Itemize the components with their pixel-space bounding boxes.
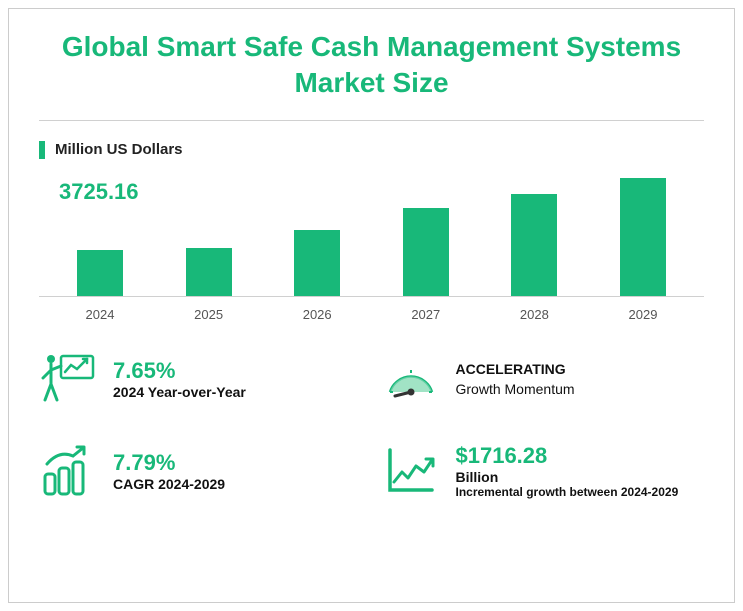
gauge-icon xyxy=(382,350,440,408)
incremental-value: $1716.28 xyxy=(456,443,679,469)
bar xyxy=(294,230,340,296)
bar-column xyxy=(598,178,688,296)
bar-column xyxy=(55,250,145,296)
chart-bars-area xyxy=(39,167,704,297)
bar xyxy=(511,194,557,296)
presenter-icon xyxy=(39,350,97,408)
bar-column xyxy=(164,248,254,296)
x-axis-label: 2025 xyxy=(164,307,254,322)
bar-column xyxy=(381,208,471,296)
metric-yoy: 7.65% 2024 Year-over-Year xyxy=(39,350,362,408)
x-axis-label: 2029 xyxy=(598,307,688,322)
metrics-grid: 7.65% 2024 Year-over-Year ACCELERATING G… xyxy=(39,350,704,500)
momentum-title: ACCELERATING xyxy=(456,361,575,377)
yoy-label: 2024 Year-over-Year xyxy=(113,384,246,400)
metric-momentum: ACCELERATING Growth Momentum xyxy=(382,350,705,408)
bar-column xyxy=(489,194,579,296)
page-title: Global Smart Safe Cash Management System… xyxy=(39,29,704,102)
chart-highlight-value: 3725.16 xyxy=(59,179,139,205)
bar xyxy=(403,208,449,296)
bars-trend-icon xyxy=(39,442,97,500)
infographic-container: Global Smart Safe Cash Management System… xyxy=(8,8,735,603)
chart-x-axis: 2024 2025 2026 2027 2028 2029 xyxy=(39,297,704,322)
legend-marker xyxy=(39,141,45,159)
bar xyxy=(77,250,123,296)
incremental-unit: Billion xyxy=(456,469,679,485)
incremental-label: Incremental growth between 2024-2029 xyxy=(456,485,679,499)
metric-cagr: 7.79% CAGR 2024-2029 xyxy=(39,442,362,500)
divider xyxy=(39,120,704,121)
bar-column xyxy=(272,230,362,296)
momentum-label: Growth Momentum xyxy=(456,381,575,397)
x-axis-label: 2024 xyxy=(55,307,145,322)
yoy-value: 7.65% xyxy=(113,358,246,384)
chart-legend: Million US Dollars xyxy=(39,141,704,159)
x-axis-label: 2028 xyxy=(489,307,579,322)
bar-chart: 3725.16 2024 2025 2026 2027 2028 2029 xyxy=(39,167,704,322)
line-trend-icon xyxy=(382,442,440,500)
cagr-label: CAGR 2024-2029 xyxy=(113,476,225,492)
metric-incremental: $1716.28 Billion Incremental growth betw… xyxy=(382,442,705,500)
cagr-value: 7.79% xyxy=(113,450,225,476)
bar xyxy=(620,178,666,296)
x-axis-label: 2027 xyxy=(381,307,471,322)
bar xyxy=(186,248,232,296)
x-axis-label: 2026 xyxy=(272,307,362,322)
legend-label: Million US Dollars xyxy=(55,141,183,158)
